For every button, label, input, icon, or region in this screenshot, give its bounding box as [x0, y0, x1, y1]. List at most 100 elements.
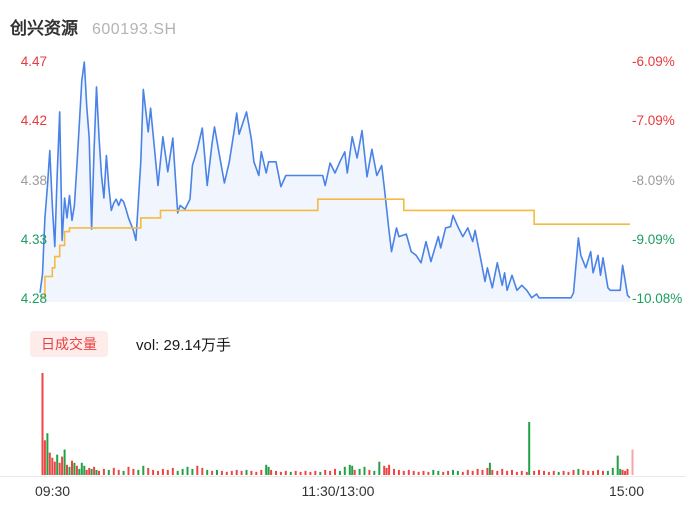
- volume-bar: [270, 469, 273, 475]
- volume-legend-badge[interactable]: 日成交量: [30, 331, 108, 357]
- avg-price-line: [40, 198, 630, 298]
- percent-axis-label: -7.09%: [632, 113, 675, 129]
- volume-bar: [61, 456, 64, 475]
- volume-bar: [95, 469, 98, 475]
- stock-code: 600193.SH: [92, 21, 177, 38]
- volume-bar: [275, 470, 277, 475]
- volume-bar: [631, 449, 634, 475]
- volume-bar: [309, 471, 312, 475]
- volume-bar: [132, 468, 135, 475]
- volume-bar: [353, 469, 356, 475]
- volume-bar: [520, 470, 523, 475]
- volume-bar: [538, 469, 540, 475]
- percent-axis-label: -10.08%: [632, 291, 683, 306]
- volume-bar: [181, 468, 184, 475]
- volume-bar: [161, 468, 164, 475]
- volume-bar: [619, 468, 622, 475]
- volume-bar: [587, 470, 590, 475]
- volume-bar: [373, 470, 376, 475]
- volume-bar: [471, 470, 474, 475]
- stock-name: 创兴资源: [10, 19, 78, 38]
- volume-bar: [528, 422, 531, 475]
- volume-bar: [245, 469, 248, 475]
- volume-bar: [265, 464, 268, 475]
- volume-bar: [363, 466, 366, 475]
- volume-bar: [338, 470, 341, 475]
- volume-bar: [626, 468, 629, 475]
- volume-bar: [46, 433, 49, 475]
- volume-bar: [68, 466, 71, 475]
- volume-bar: [592, 470, 595, 475]
- volume-bar: [496, 470, 499, 475]
- volume-bar: [447, 470, 450, 475]
- volume-bar: [196, 465, 199, 475]
- volume-bar: [577, 468, 580, 475]
- price-area-fill: [40, 62, 630, 302]
- volume-bar: [147, 467, 150, 475]
- volume-bar: [314, 470, 317, 475]
- volume-bar: [525, 471, 528, 475]
- volume-bar: [127, 466, 130, 475]
- price-axis-label: 4.47: [20, 54, 47, 69]
- volume-bar: [611, 467, 614, 475]
- time-axis-label: 09:30: [35, 483, 71, 499]
- volume-bar: [235, 469, 238, 475]
- volume-bar: [107, 469, 110, 475]
- volume-bar: [230, 470, 233, 475]
- volume-bar: [567, 471, 570, 475]
- volume-bar: [543, 470, 545, 475]
- volume-bar: [78, 468, 81, 475]
- volume-bar: [334, 468, 336, 475]
- volume-bar: [216, 469, 218, 475]
- volume-bar: [63, 449, 66, 475]
- volume-bar: [597, 469, 599, 475]
- volume-bar: [85, 469, 88, 475]
- volume-bar: [624, 470, 627, 475]
- volume-bar: [152, 469, 155, 475]
- volume-bar: [456, 470, 459, 475]
- volume-bar: [58, 462, 61, 475]
- volume-bar: [557, 471, 560, 475]
- volume-bar: [142, 465, 145, 475]
- volume-bar: [176, 470, 179, 475]
- volume-bar: [442, 471, 445, 475]
- volume-bar: [511, 469, 513, 475]
- volume-bar: [562, 470, 565, 475]
- volume-bar: [488, 462, 491, 475]
- volume-bar: [206, 469, 209, 475]
- volume-bar: [83, 465, 86, 475]
- volume-bar: [279, 471, 282, 475]
- volume-bar: [98, 470, 100, 475]
- volume-bar: [41, 373, 44, 475]
- volume-bar: [48, 452, 51, 475]
- volume-bar: [402, 470, 405, 475]
- time-axis-label: 15:00: [608, 483, 644, 499]
- volume-bar: [515, 471, 518, 475]
- volume-bar: [476, 468, 479, 475]
- price-axis-label: 4.38: [20, 172, 47, 188]
- volume-bar: [501, 468, 504, 475]
- volume-bar: [53, 461, 56, 475]
- volume-bar: [80, 462, 83, 475]
- volume-bar: [225, 471, 228, 475]
- volume-bar: [481, 469, 484, 475]
- volume-bar: [191, 468, 194, 475]
- volume-bar: [552, 470, 555, 475]
- header: 创兴资源 600193.SH: [10, 14, 177, 39]
- volume-bar: [71, 460, 73, 475]
- volume-bar: [491, 469, 494, 475]
- volume-bar: [422, 470, 425, 475]
- volume-bar: [137, 469, 140, 475]
- volume-legend-row: 日成交量 vol: 29.14万手: [30, 331, 231, 357]
- volume-bar: [437, 470, 440, 475]
- volume-bar: [201, 467, 204, 475]
- price-axis-label: 4.28: [20, 291, 47, 306]
- volume-bar: [211, 470, 214, 475]
- volume-bar: [294, 470, 297, 475]
- volume-bar: [112, 467, 115, 475]
- volume-bar: [486, 467, 489, 475]
- volume-bar: [452, 469, 454, 475]
- volume-bar: [220, 470, 223, 475]
